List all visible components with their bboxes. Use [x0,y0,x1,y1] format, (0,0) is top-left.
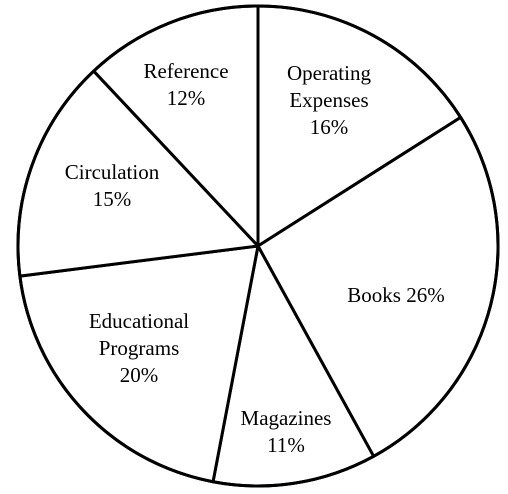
pie-outline [16,4,500,488]
slice-label-line: 11% [267,433,305,457]
slice-label-operating-expenses: Operating Expenses 16% [287,61,371,139]
slice-label-reference: Reference 12% [143,59,228,110]
slice-label-educational-programs: Educational Programs 20% [89,309,189,387]
slice-label-line: 15% [93,187,132,211]
slice-label-line: 12% [167,86,206,110]
slice-label-circulation: Circulation 15% [65,160,160,211]
slice-label-books: Books 26% [347,283,444,307]
slice-label-line: Programs [99,336,180,360]
slice-label-line: Magazines [241,406,332,430]
slice-label-magazines: Magazines 11% [241,406,332,457]
pie-labels: Operating Expenses 16% Books 26% Magazines 11… [65,59,445,457]
slice-label-line: 16% [310,115,349,139]
slice-label-line: Circulation [65,160,160,184]
slice-label-line: Operating [287,61,371,85]
slice-label-line: Expenses [289,88,368,112]
slice-label-line: Educational [89,309,189,333]
pie-slices [16,4,500,488]
slice-label-line: Books 26% [347,283,444,307]
slice-label-line: Reference [143,59,228,83]
slice-label-line: 20% [120,363,159,387]
